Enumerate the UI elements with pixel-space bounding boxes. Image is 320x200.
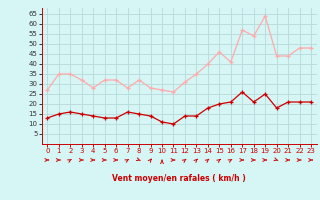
X-axis label: Vent moyen/en rafales ( km/h ): Vent moyen/en rafales ( km/h )	[112, 174, 246, 183]
